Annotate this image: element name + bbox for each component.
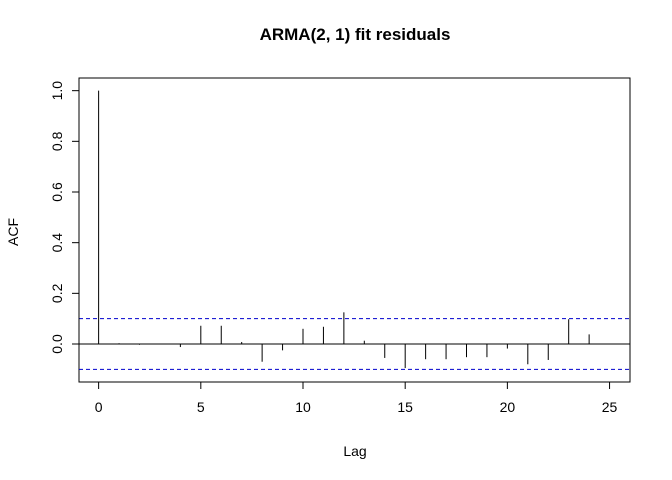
x-tick-label: 5 (197, 399, 205, 415)
confidence-bounds (79, 318, 630, 370)
x-tick-label: 15 (397, 399, 413, 415)
plot-frame (78, 77, 631, 383)
y-tick-label: 1.0 (49, 81, 65, 101)
y-axis: 0.0 0.2 0.4 0.6 0.8 1.0 (49, 81, 80, 354)
y-tick-label: 0.4 (49, 233, 65, 253)
y-tick-label: 0.2 (49, 283, 65, 303)
x-tick-label: 25 (602, 399, 618, 415)
y-tick-label: 0.0 (49, 334, 65, 354)
x-tick-label: 10 (295, 399, 311, 415)
x-tick-label: 20 (500, 399, 516, 415)
acf-bars (98, 90, 590, 369)
x-axis-label: Lag (343, 443, 366, 459)
x-tick-label: 0 (95, 399, 103, 415)
chart-title: ARMA(2, 1) fit residuals (260, 25, 451, 44)
y-tick-label: 0.6 (49, 182, 65, 202)
y-tick-label: 0.8 (49, 131, 65, 151)
y-axis-label: ACF (5, 218, 21, 246)
x-axis: 0 5 10 15 20 25 (95, 381, 618, 415)
